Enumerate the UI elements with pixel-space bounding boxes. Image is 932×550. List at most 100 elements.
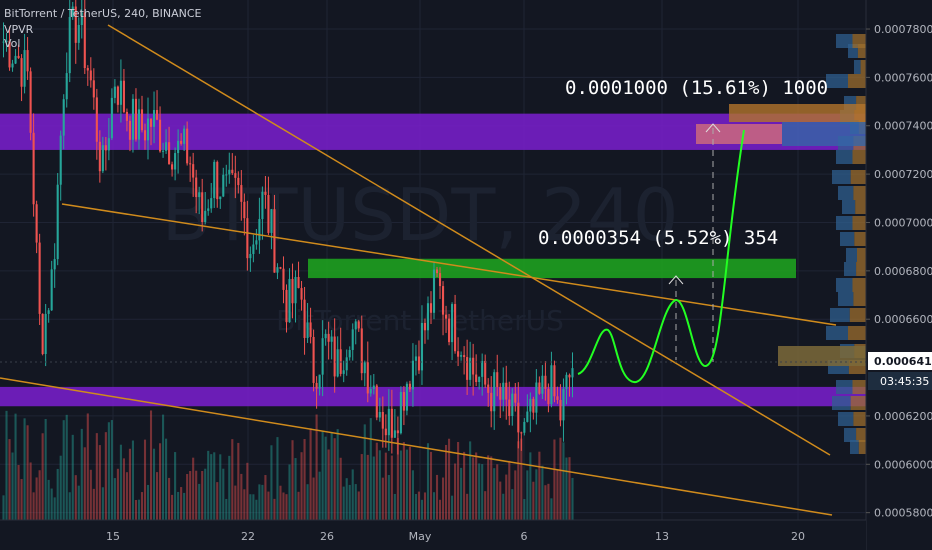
y-tick-label: 0.0006600 [874,313,932,326]
candle-body [240,185,243,202]
volume-bar [405,449,408,520]
vpvr-bar-up [838,292,854,306]
candle-body [306,322,309,338]
volume-bar [149,410,153,520]
volume-bar [378,450,381,520]
volume-bar [104,432,107,520]
candle-body [553,365,556,397]
vpvr-bar-down [852,278,866,292]
candle-body [71,6,74,17]
volume-bar [83,447,86,520]
volume-bar [252,494,255,520]
volume-bar [195,470,198,520]
vpvr-bar-up [836,380,853,394]
candle-body [152,110,156,127]
trend-line[interactable] [61,203,837,326]
volume-bar [360,454,363,520]
vpvr-bar-up [832,396,851,410]
volume-bar [565,457,568,520]
candle-body [333,336,336,377]
candle-body [393,430,396,438]
volume-bar [98,445,101,520]
countdown-tag [868,372,932,390]
volume-bar [285,494,288,520]
indicator-vpvr[interactable]: VPVR [4,23,34,36]
candle-body [86,68,89,71]
candle-body [17,55,20,59]
candle-body [180,140,183,144]
volume-bar [116,468,119,520]
candle-body [399,392,402,434]
vpvr-bar-down [852,216,866,230]
volume-bar [496,464,499,520]
last-price-tag[interactable] [868,352,932,370]
volume-bar [77,485,80,520]
y-tick-label: 0.0007400 [874,120,932,133]
vpvr-bar-highlight [696,124,782,144]
candle-body [231,169,234,174]
volume-bar [342,486,345,520]
candle-body [89,70,92,81]
volume-bar [348,484,351,520]
candle-body [303,299,306,338]
candle-body [192,164,195,178]
vpvr-bar-up [826,326,848,340]
candle-body [2,41,5,43]
volume-bar [324,436,327,520]
candle-body [508,399,511,416]
candle-body [210,198,213,209]
volume-bar [511,489,514,520]
volume-bar [457,441,460,520]
symbol-header[interactable]: BitTorrent / TetherUS, 240, BINANCE [4,7,202,20]
candle-body [29,71,32,133]
volume-bar [354,484,357,520]
volume-bar [107,422,110,520]
vpvr-bar-up [844,262,857,276]
countdown-label: 03:45:35 [880,375,929,388]
candle-body [20,58,23,87]
vpvr-bar-up [826,74,848,88]
volume-bar [249,494,252,520]
candle-body [125,111,128,121]
candle-body [375,385,378,418]
y-tick-label: 0.0006800 [874,265,932,278]
candle-body [8,40,11,68]
candle-body [457,351,460,357]
vpvr-bar-down [857,248,866,262]
candle-body [469,357,472,380]
candle-body [309,322,312,337]
trend-line[interactable] [107,24,831,456]
volume-bar [523,499,526,520]
volume-bar [562,442,565,520]
volume-bar [219,454,222,520]
y-tick-label: 0.0007000 [874,216,932,229]
volume-bar [113,478,116,520]
volume-bar [201,470,204,520]
candle-body [381,411,384,429]
volume-bar [276,437,279,520]
vpvr-bar-down [852,150,866,164]
y-tick-label: 0.0006200 [874,410,932,423]
candle-body [460,355,463,357]
candle-body [526,411,529,422]
volume-bar [110,420,113,520]
vpvr-bar-down [852,34,866,48]
candle-body [107,138,110,151]
candle-body [110,97,113,139]
volume-bar [246,462,249,520]
volume-bar [384,452,387,520]
indicator-vol[interactable]: Vol [4,37,21,50]
volume-bar [71,434,74,520]
trend-line[interactable] [0,377,833,516]
candle-body [529,398,532,412]
volume-bar [399,450,402,520]
volume-bar [357,491,360,520]
candle-body [155,110,159,120]
candle-body [429,303,433,313]
measure-label-1: 0.0001000 (15.61%) 1000 [565,77,828,99]
volume-bar [65,414,68,520]
candle-body [411,360,414,390]
vpvr-bar-up [838,186,854,200]
candle-body [252,244,255,254]
